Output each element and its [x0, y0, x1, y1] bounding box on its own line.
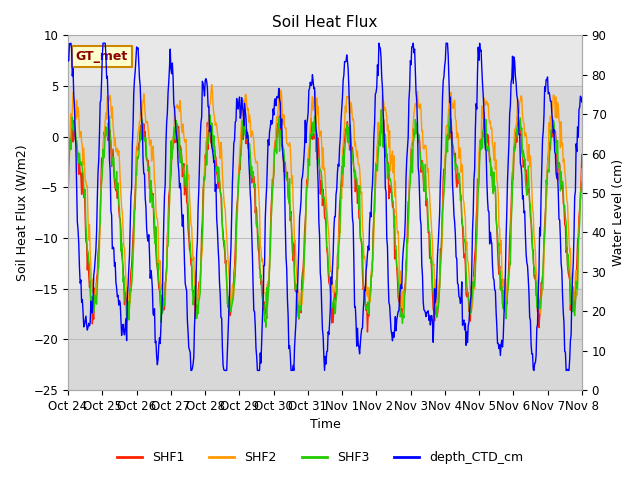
X-axis label: Time: Time	[310, 419, 340, 432]
Bar	[68, 289, 582, 390]
Legend: SHF1, SHF2, SHF3, depth_CTD_cm: SHF1, SHF2, SHF3, depth_CTD_cm	[112, 446, 528, 469]
Y-axis label: Water Level (cm): Water Level (cm)	[612, 159, 625, 266]
Text: GT_met: GT_met	[76, 50, 128, 63]
Y-axis label: Soil Heat Flux (W/m2): Soil Heat Flux (W/m2)	[15, 144, 28, 281]
Title: Soil Heat Flux: Soil Heat Flux	[272, 15, 378, 30]
Bar	[68, 86, 582, 187]
